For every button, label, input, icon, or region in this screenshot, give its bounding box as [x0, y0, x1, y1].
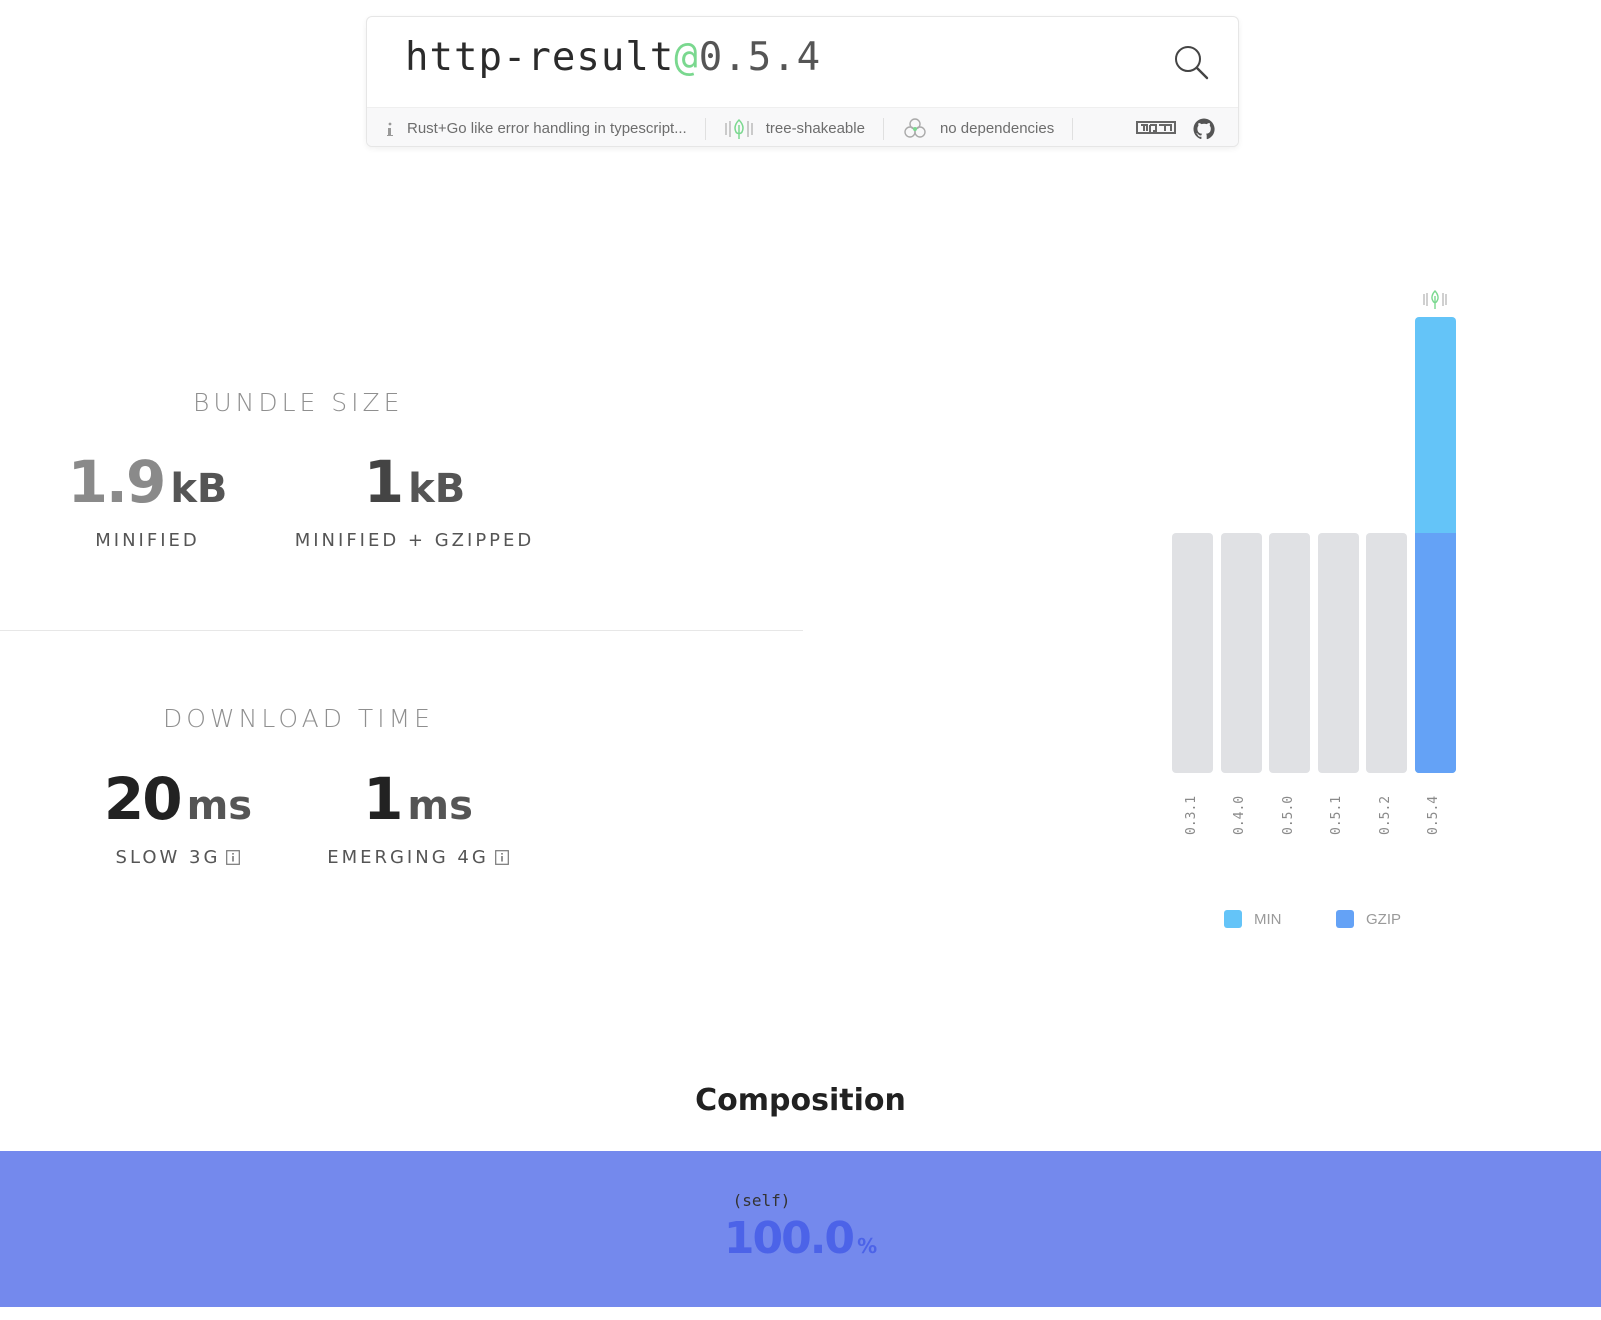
- emerging4g-unit: ms: [407, 783, 473, 829]
- section-divider: [0, 630, 803, 631]
- search-card: http-result@0.5.4 Rust+Go like error han…: [366, 16, 1239, 147]
- emerging4g-value: 1: [363, 765, 403, 833]
- package-name: http-result: [405, 35, 675, 80]
- search-icon[interactable]: [1172, 43, 1210, 81]
- version-tick-label: 0.3.1: [1183, 795, 1199, 835]
- tree-shakeable-badge: tree-shakeable: [706, 108, 883, 146]
- legend-label-min: MIN: [1254, 910, 1282, 928]
- minified-stat: 1.9 kB MINIFIED: [60, 448, 235, 551]
- gzipped-stat: 1 kB MINIFIED + GZIPPED: [292, 448, 537, 551]
- version-tick-label: 0.5.1: [1329, 795, 1344, 835]
- composition-item-name: (self): [732, 1191, 791, 1210]
- legend-label-gzip: GZIP: [1366, 910, 1402, 928]
- dependencies-icon: [902, 117, 928, 141]
- bar-0.4.0[interactable]: [1220, 533, 1262, 773]
- bundle-size-title: BUNDLE SIZE: [193, 388, 404, 417]
- bar-gzip-0.5.4[interactable]: [1414, 533, 1456, 773]
- tree-shakeable-label: tree-shakeable: [765, 120, 865, 137]
- at-sign: @: [674, 35, 699, 80]
- dependencies-badge: no dependencies: [884, 108, 1072, 146]
- package-meta-bar: Rust+Go like error handling in typescrip…: [367, 107, 1238, 146]
- composition-percent-unit: %: [857, 1234, 878, 1258]
- search-input[interactable]: http-result@0.5.4: [367, 17, 1238, 107]
- version-tick-label: 0.5.2: [1377, 795, 1393, 835]
- dependencies-label: no dependencies: [939, 120, 1055, 137]
- legend-swatch-gzip: [1336, 910, 1354, 928]
- github-link[interactable]: [1192, 117, 1216, 141]
- bar-0.5.2[interactable]: [1366, 533, 1407, 773]
- meta-divider: [882, 117, 884, 140]
- info-icon[interactable]: [494, 850, 509, 865]
- github-icon: [1193, 118, 1215, 139]
- version-tick-label: 0.5.4: [1426, 795, 1441, 835]
- info-icon: [385, 121, 395, 137]
- version-tick-label: 0.5.0: [1280, 795, 1296, 835]
- tree-icon: [724, 117, 754, 141]
- bar-0.5.0[interactable]: [1269, 533, 1310, 773]
- bar-0.3.1[interactable]: [1172, 533, 1213, 773]
- chart-legend: GZIP: [1336, 910, 1401, 928]
- composition-title: Composition: [695, 1083, 906, 1118]
- gzipped-unit: kB: [408, 466, 466, 512]
- chart-legend: MIN: [1224, 910, 1282, 928]
- npm-link[interactable]: [1136, 120, 1176, 137]
- package-links: [1136, 117, 1238, 141]
- npm-icon: [1136, 120, 1176, 134]
- version-tick-label: 0.4.0: [1232, 795, 1247, 835]
- slow3g-stat: 20 ms SLOW 3G: [93, 765, 263, 868]
- emerging4g-stat: 1 ms EMERGING 4G: [318, 765, 518, 868]
- tree-shakeable-marker-icon: [1423, 290, 1447, 309]
- composition-item-percent: 100.0%: [0, 1213, 1601, 1264]
- gzipped-label: MINIFIED + GZIPPED: [294, 530, 535, 551]
- info-icon[interactable]: [226, 850, 241, 865]
- meta-divider: [704, 117, 706, 140]
- version-history-chart: 0.3.1 0.4.0 0.5.0 0.5.1 0.5.2 0.5.4: [1160, 250, 1480, 850]
- composition-percent-value: 100.0: [723, 1213, 855, 1264]
- composition-block[interactable]: (self) 100.0%: [0, 1151, 1601, 1307]
- minified-value: 1.9: [67, 448, 167, 516]
- bar-0.5.1[interactable]: [1317, 533, 1359, 773]
- emerging4g-label: EMERGING 4G: [327, 847, 489, 868]
- slow3g-unit: ms: [186, 783, 253, 829]
- gzipped-value: 1: [363, 448, 404, 516]
- description-text: Rust+Go like error handling in typescrip…: [407, 120, 687, 137]
- search-query[interactable]: http-result@0.5.4: [405, 35, 821, 80]
- slow3g-label-row: SLOW 3G: [93, 847, 263, 868]
- slow3g-label: SLOW 3G: [115, 847, 221, 868]
- minified-label: MINIFIED: [95, 530, 200, 551]
- download-time-title: DOWNLOAD TIME: [163, 704, 434, 733]
- package-version: 0.5.4: [698, 35, 822, 80]
- meta-divider: [1072, 117, 1074, 140]
- emerging4g-label-row: EMERGING 4G: [318, 847, 518, 868]
- minified-unit: kB: [170, 466, 228, 512]
- slow3g-value: 20: [103, 765, 183, 833]
- package-description: Rust+Go like error handling in typescrip…: [367, 108, 705, 146]
- legend-swatch-min: [1224, 910, 1242, 928]
